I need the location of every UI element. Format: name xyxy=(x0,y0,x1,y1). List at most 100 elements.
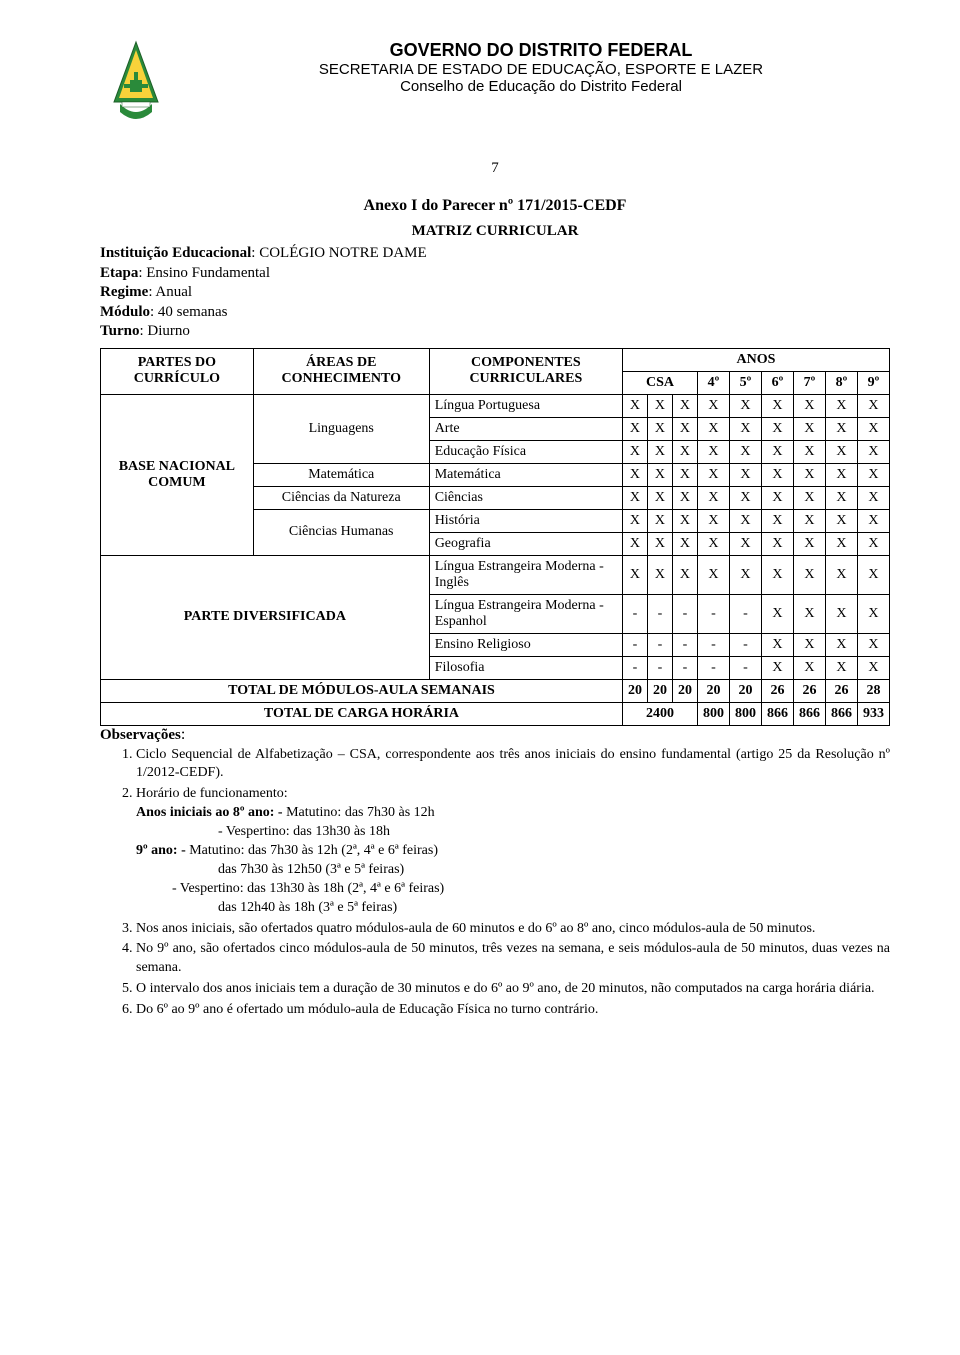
cell: X xyxy=(857,656,889,679)
cell: X xyxy=(697,509,729,532)
cell: 26 xyxy=(761,679,793,702)
hdr-componentes: COMPONENTES CURRICULARES xyxy=(429,348,622,394)
obs-2e: - Vespertino: das 13h30 às 18h (2ª, 4ª e… xyxy=(172,881,444,896)
cell: X xyxy=(857,555,889,594)
cell: - xyxy=(729,633,761,656)
cell: X xyxy=(793,633,825,656)
comp-label: Arte xyxy=(429,417,622,440)
area-linguagens: Linguagens xyxy=(253,394,429,463)
cell: X xyxy=(697,394,729,417)
cell: - xyxy=(672,656,697,679)
cell: X xyxy=(761,555,793,594)
cell: 20 xyxy=(697,679,729,702)
cell: X xyxy=(622,555,647,594)
year-7: 7º xyxy=(793,371,825,394)
cell: X xyxy=(622,486,647,509)
cell: - xyxy=(729,594,761,633)
header-line1: GOVERNO DO DISTRITO FEDERAL xyxy=(192,40,890,61)
cell: 800 xyxy=(697,702,729,725)
cell: X xyxy=(672,394,697,417)
cell: X xyxy=(622,440,647,463)
cell: - xyxy=(622,633,647,656)
cell: X xyxy=(857,509,889,532)
df-logo xyxy=(100,40,172,130)
cell: X xyxy=(647,394,672,417)
cell: X xyxy=(729,486,761,509)
cell: X xyxy=(697,440,729,463)
cell: 28 xyxy=(857,679,889,702)
obs-item: O intervalo dos anos iniciais tem a dura… xyxy=(136,980,890,999)
cell: X xyxy=(647,440,672,463)
obs-title: Observações xyxy=(100,727,181,743)
comp-label: Educação Física xyxy=(429,440,622,463)
cell: 866 xyxy=(793,702,825,725)
cell: X xyxy=(729,509,761,532)
cell: X xyxy=(793,509,825,532)
cell: 26 xyxy=(793,679,825,702)
cell: X xyxy=(622,509,647,532)
cell: X xyxy=(825,532,857,555)
cell: X xyxy=(825,633,857,656)
cell: X xyxy=(622,417,647,440)
inst-val: : COLÉGIO NOTRE DAME xyxy=(251,245,426,261)
total-modulos-row: TOTAL DE MÓDULOS-AULA SEMANAIS 20 20 20 … xyxy=(101,679,890,702)
total-carga-label: TOTAL DE CARGA HORÁRIA xyxy=(101,702,623,725)
modulo-key: Módulo xyxy=(100,304,150,320)
etapa-key: Etapa xyxy=(100,265,138,281)
hdr-anos: ANOS xyxy=(622,348,889,371)
cell: - xyxy=(622,594,647,633)
header-line3: Conselho de Educação do Distrito Federal xyxy=(192,78,890,95)
cell: 2400 xyxy=(622,702,697,725)
cell: X xyxy=(672,417,697,440)
cell: X xyxy=(793,394,825,417)
cell: X xyxy=(729,417,761,440)
comp-label: Geografia xyxy=(429,532,622,555)
cell: X xyxy=(857,532,889,555)
inst-key: Instituição Educacional xyxy=(100,245,251,261)
cell: X xyxy=(761,394,793,417)
cell: X xyxy=(729,532,761,555)
cell: X xyxy=(729,555,761,594)
turno-key: Turno xyxy=(100,323,139,339)
cell: - xyxy=(672,633,697,656)
cell: X xyxy=(857,417,889,440)
hdr-partes: PARTES DO CURRÍCULO xyxy=(101,348,254,394)
obs-2c-val: Matutino: das 7h30 às 12h (2ª, 4ª e 6ª f… xyxy=(186,843,438,858)
document-header: GOVERNO DO DISTRITO FEDERAL SECRETARIA D… xyxy=(100,40,890,130)
cell: X xyxy=(647,509,672,532)
cell: X xyxy=(793,532,825,555)
year-6: 6º xyxy=(761,371,793,394)
obs-2d: das 7h30 às 12h50 (3ª e 5ª feiras) xyxy=(218,862,404,877)
comp-label: Filosofia xyxy=(429,656,622,679)
cell: X xyxy=(647,532,672,555)
cell: X xyxy=(857,440,889,463)
total-carga-row: TOTAL DE CARGA HORÁRIA 2400 800 800 866 … xyxy=(101,702,890,725)
comp-label: Ciências xyxy=(429,486,622,509)
comp-label: Língua Portuguesa xyxy=(429,394,622,417)
table-row: PARTE DIVERSIFICADA Língua Estrangeira M… xyxy=(101,555,890,594)
cell: 800 xyxy=(729,702,761,725)
obs-2f: das 12h40 às 18h (3ª e 5ª feiras) xyxy=(218,900,397,915)
year-5: 5º xyxy=(729,371,761,394)
comp-label: Língua Estrangeira Moderna - Inglês xyxy=(429,555,622,594)
cell: X xyxy=(622,532,647,555)
obs-colon: : xyxy=(181,726,185,743)
turno-val: : Diurno xyxy=(139,323,189,339)
cell: 866 xyxy=(761,702,793,725)
cell: X xyxy=(672,532,697,555)
cell: X xyxy=(825,555,857,594)
cell: 20 xyxy=(647,679,672,702)
cell: 866 xyxy=(825,702,857,725)
cell: - xyxy=(647,633,672,656)
etapa-val: : Ensino Fundamental xyxy=(138,265,270,281)
comp-label: Matemática xyxy=(429,463,622,486)
cell: X xyxy=(647,486,672,509)
cell: X xyxy=(825,509,857,532)
obs-2a-val: Matutino: das 7h30 às 12h xyxy=(283,805,435,820)
cell: 933 xyxy=(857,702,889,725)
cell: X xyxy=(647,555,672,594)
matrix-title: MATRIZ CURRICULAR xyxy=(100,223,890,240)
cell: X xyxy=(622,463,647,486)
total-modulos-label: TOTAL DE MÓDULOS-AULA SEMANAIS xyxy=(101,679,623,702)
cell: X xyxy=(761,656,793,679)
